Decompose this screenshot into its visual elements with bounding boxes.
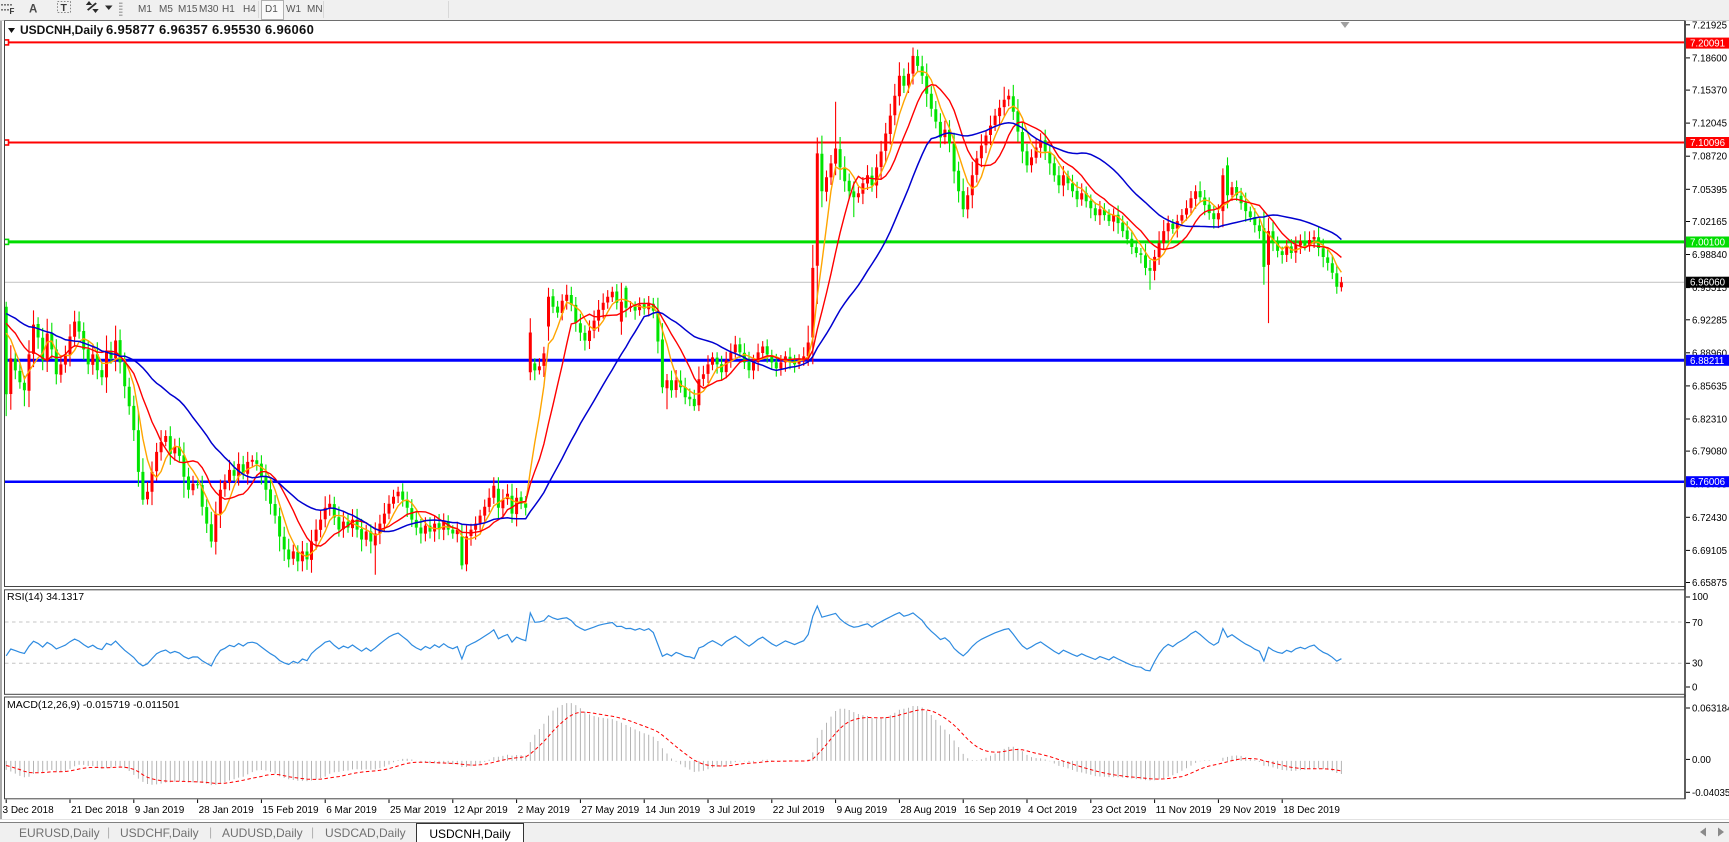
svg-text:7.05395: 7.05395 xyxy=(1692,185,1727,196)
svg-text:7.20091: 7.20091 xyxy=(1690,39,1725,50)
svg-text:9 Jan 2019: 9 Jan 2019 xyxy=(135,805,185,816)
svg-text:30: 30 xyxy=(1692,659,1703,670)
svg-text:T: T xyxy=(61,2,68,14)
svg-text:7.21925: 7.21925 xyxy=(1692,20,1727,31)
svg-text:7.18600: 7.18600 xyxy=(1692,53,1728,64)
svg-text:6.69105: 6.69105 xyxy=(1692,546,1727,557)
svg-text:A: A xyxy=(29,4,37,16)
svg-text:USDCNH,Daily: USDCNH,Daily xyxy=(20,23,104,37)
svg-text:6.96060: 6.96060 xyxy=(1690,278,1726,289)
svg-text:29 Nov 2019: 29 Nov 2019 xyxy=(1219,805,1276,816)
svg-text:28 Aug 2019: 28 Aug 2019 xyxy=(900,805,957,816)
svg-text:MACD(12,26,9) -0.015719 -0.011: MACD(12,26,9) -0.015719 -0.011501 xyxy=(7,699,180,711)
svg-text:3 Dec 2018: 3 Dec 2018 xyxy=(3,805,55,816)
svg-text:7.15370: 7.15370 xyxy=(1692,86,1728,97)
svg-text:6.76006: 6.76006 xyxy=(1690,477,1725,488)
svg-text:6.88211: 6.88211 xyxy=(1690,356,1724,367)
svg-text:14 Jun 2019: 14 Jun 2019 xyxy=(645,805,700,816)
svg-text:7.02165: 7.02165 xyxy=(1692,217,1727,228)
svg-text:7.08720: 7.08720 xyxy=(1692,152,1728,163)
svg-text:6.82310: 6.82310 xyxy=(1692,415,1728,426)
svg-text:6.79080: 6.79080 xyxy=(1692,447,1728,458)
svg-text:6.85635: 6.85635 xyxy=(1692,381,1727,392)
svg-text:6.92285: 6.92285 xyxy=(1692,315,1727,326)
svg-text:4 Oct 2019: 4 Oct 2019 xyxy=(1028,805,1077,816)
svg-text:2 May 2019: 2 May 2019 xyxy=(518,805,571,816)
svg-text:100: 100 xyxy=(1692,592,1709,603)
svg-text:21 Dec 2018: 21 Dec 2018 xyxy=(71,805,128,816)
svg-text:RSI(14) 34.1317: RSI(14) 34.1317 xyxy=(7,591,84,603)
svg-text:7.12045: 7.12045 xyxy=(1692,119,1727,130)
svg-text:16 Sep 2019: 16 Sep 2019 xyxy=(964,805,1021,816)
svg-text:11 Nov 2019: 11 Nov 2019 xyxy=(1156,805,1212,816)
svg-text:9 Aug 2019: 9 Aug 2019 xyxy=(837,805,888,816)
svg-text:27 May 2019: 27 May 2019 xyxy=(581,805,639,816)
svg-text:6.65875: 6.65875 xyxy=(1692,578,1727,589)
svg-text:70: 70 xyxy=(1692,618,1703,629)
svg-text:28 Jan 2019: 28 Jan 2019 xyxy=(199,805,254,816)
svg-text:15 Feb 2019: 15 Feb 2019 xyxy=(262,805,319,816)
svg-text:12 Apr 2019: 12 Apr 2019 xyxy=(454,805,508,816)
svg-text:3 Jul 2019: 3 Jul 2019 xyxy=(709,805,756,816)
svg-text:7.00100: 7.00100 xyxy=(1690,238,1726,249)
svg-text:0: 0 xyxy=(1692,683,1698,694)
svg-text:7.10096: 7.10096 xyxy=(1690,138,1725,149)
svg-text:6.72430: 6.72430 xyxy=(1692,513,1728,524)
svg-text:6.95877 6.96357 6.95530 6.9606: 6.95877 6.96357 6.95530 6.96060 xyxy=(106,22,314,37)
svg-text:0.063184: 0.063184 xyxy=(1692,704,1729,715)
svg-text:6.98840: 6.98840 xyxy=(1692,250,1728,261)
svg-text:23 Oct 2019: 23 Oct 2019 xyxy=(1092,805,1147,816)
svg-text:22 Jul 2019: 22 Jul 2019 xyxy=(773,805,825,816)
svg-text:0.00: 0.00 xyxy=(1692,755,1711,766)
svg-text:6.88960: 6.88960 xyxy=(1692,348,1728,359)
svg-text:6 Mar 2019: 6 Mar 2019 xyxy=(326,805,377,816)
svg-text:F: F xyxy=(10,7,15,16)
svg-text:-0.040355: -0.040355 xyxy=(1692,788,1729,799)
svg-text:6.95515: 6.95515 xyxy=(1692,283,1727,294)
svg-text:18 Dec 2019: 18 Dec 2019 xyxy=(1283,805,1340,816)
svg-text:25 Mar 2019: 25 Mar 2019 xyxy=(390,805,447,816)
